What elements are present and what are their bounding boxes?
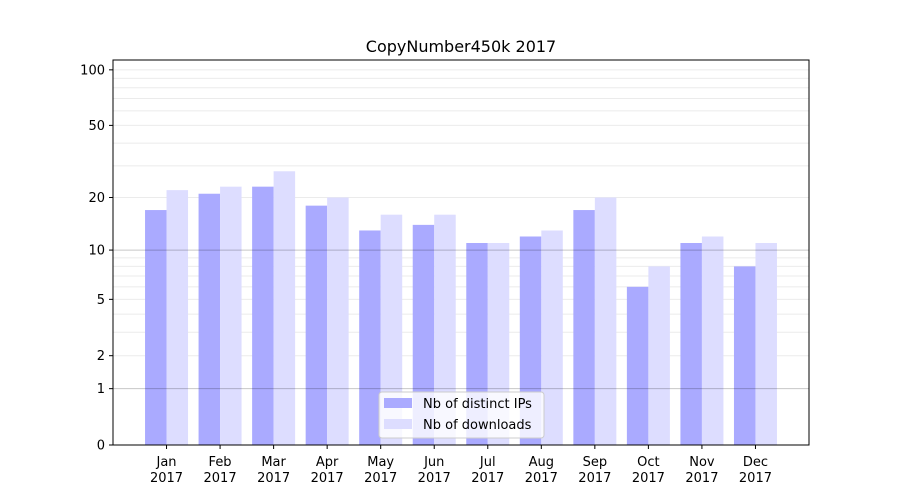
y-tick-label: 1 xyxy=(97,382,105,397)
legend-label: Nb of distinct IPs xyxy=(423,397,532,412)
bar-distinct-ips xyxy=(573,210,595,445)
bar-downloads xyxy=(220,186,242,446)
bar-downloads xyxy=(701,236,724,445)
bar-distinct-ips xyxy=(680,243,702,445)
bar-distinct-ips xyxy=(305,205,328,445)
bar-downloads xyxy=(380,214,403,445)
bar-downloads xyxy=(434,214,456,445)
y-tick-label: 5 xyxy=(97,293,105,308)
y-tick-label: 50 xyxy=(88,119,105,134)
x-tick-label: May 2017 xyxy=(364,455,397,486)
bar-distinct-ips xyxy=(733,266,756,445)
x-tick-label: Jan 2017 xyxy=(150,455,183,486)
bar-downloads xyxy=(327,197,349,445)
legend-swatch xyxy=(384,398,412,408)
y-tick-label: 10 xyxy=(88,244,105,259)
x-tick-label: Nov 2017 xyxy=(685,455,718,486)
bar-downloads xyxy=(166,190,189,445)
x-tick-label: Sep 2017 xyxy=(578,455,611,486)
legend-swatch xyxy=(384,419,412,429)
bar-downloads xyxy=(273,171,296,445)
x-tick-label: Jul 2017 xyxy=(471,455,504,486)
bar-distinct-ips xyxy=(412,224,435,445)
x-tick-label: Aug 2017 xyxy=(525,455,558,486)
bar-distinct-ips xyxy=(359,230,381,445)
bar-distinct-ips xyxy=(145,210,167,445)
y-tick-label: 0 xyxy=(97,439,105,454)
bar-downloads xyxy=(755,243,777,445)
bar-downloads xyxy=(648,266,670,445)
y-tick-label: 2 xyxy=(97,349,105,364)
chart-title: CopyNumber450k 2017 xyxy=(366,37,556,56)
bar-downloads xyxy=(594,197,617,445)
legend-box xyxy=(378,391,545,439)
bar-distinct-ips xyxy=(252,186,274,446)
y-tick-label: 20 xyxy=(88,191,105,206)
x-tick-label: Dec 2017 xyxy=(739,455,772,486)
x-tick-label: Jun 2017 xyxy=(418,455,451,486)
bar-downloads xyxy=(541,230,563,445)
x-tick-label: Mar 2017 xyxy=(257,455,290,486)
y-tick-label: 100 xyxy=(80,63,105,78)
axes-frame xyxy=(112,59,810,446)
legend: Nb of distinct IPs Nb of downloads xyxy=(378,391,545,439)
bar-distinct-ips xyxy=(626,286,649,445)
x-tick-label: Apr 2017 xyxy=(311,455,344,486)
x-tick-label: Feb 2017 xyxy=(204,455,237,486)
x-tick-label: Oct 2017 xyxy=(632,455,665,486)
bar-distinct-ips xyxy=(198,193,221,445)
legend-label: Nb of downloads xyxy=(423,418,532,433)
